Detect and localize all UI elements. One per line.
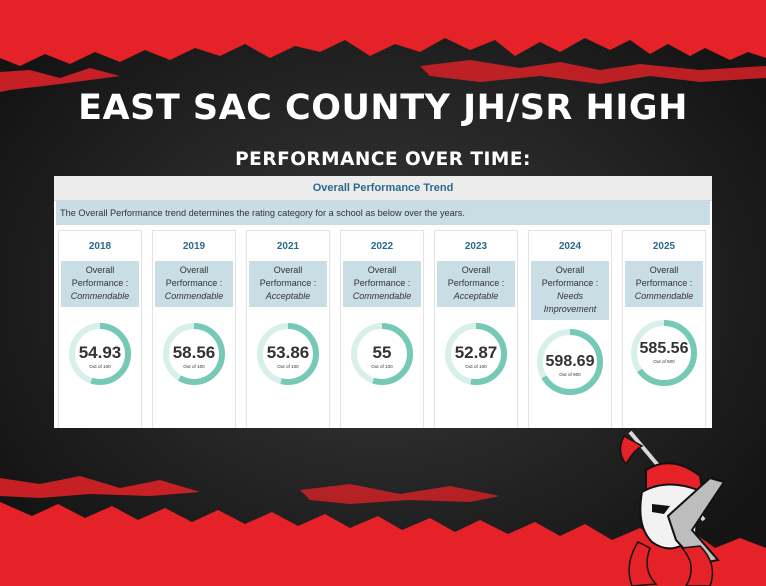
gauge-score: 53.86	[266, 343, 310, 362]
knight-mascot-logo	[619, 430, 726, 586]
year-card-2021: 2021 Overall Performance : Acceptable 53…	[246, 230, 330, 428]
performance-label: Overall Performance :	[353, 265, 411, 288]
performance-label-box: Overall Performance : Commendable	[155, 261, 233, 307]
performance-category: Commendable	[164, 291, 224, 301]
score-gauge: 58.56 Out of 100	[161, 321, 227, 387]
year-label: 2025	[652, 241, 676, 252]
year-label: 2018	[88, 241, 112, 252]
year-card-2024: 2024 Overall Performance : Needs Improve…	[528, 230, 612, 428]
gauge-score: 54.93	[78, 343, 122, 362]
performance-label: Overall Performance :	[447, 265, 505, 288]
year-card-2018: 2018 Overall Performance : Commendable 5…	[58, 230, 142, 428]
gauge-score: 52.87	[454, 343, 498, 362]
year-card-2025: 2025 Overall Performance : Commendable 5…	[622, 230, 706, 428]
gauge-out-of: Out of 100	[371, 364, 393, 369]
panel-header: Overall Performance Trend	[54, 176, 712, 201]
performance-label-box: Overall Performance : Commendable	[343, 261, 421, 307]
gauge-out-of: Out of 900	[559, 372, 581, 377]
gauge-score: 585.56	[639, 340, 689, 357]
performance-category: Commendable	[352, 291, 412, 301]
performance-category: Acceptable	[265, 291, 311, 301]
score-gauge: 585.56 Out of 900	[628, 317, 700, 389]
performance-label: Overall Performance :	[259, 265, 317, 288]
gauge-fill	[163, 323, 225, 385]
gauge-fill	[631, 320, 697, 386]
year-label: 2021	[276, 241, 300, 252]
performance-label: Overall Performance :	[635, 265, 693, 288]
gauge-out-of: Out of 100	[89, 364, 111, 369]
panel-description: The Overall Performance trend determines…	[56, 201, 710, 225]
score-gauge: 55 Out of 100	[349, 321, 415, 387]
year-card-2023: 2023 Overall Performance : Acceptable 52…	[434, 230, 518, 428]
gauge-score: 598.69	[545, 353, 595, 370]
gauge-fill	[445, 323, 507, 385]
performance-category: Commendable	[634, 291, 694, 301]
year-cards: 2018 Overall Performance : Commendable 5…	[54, 225, 712, 428]
year-label: 2024	[558, 241, 582, 252]
gauge-fill	[69, 323, 131, 385]
performance-trend-panel: Overall Performance Trend The Overall Pe…	[54, 176, 712, 428]
performance-label-box: Overall Performance : Acceptable	[249, 261, 327, 307]
score-gauge: 53.86 Out of 100	[255, 321, 321, 387]
year-label: 2022	[370, 241, 394, 252]
performance-label: Overall Performance :	[165, 265, 223, 288]
score-gauge: 52.87 Out of 100	[443, 321, 509, 387]
year-card-2022: 2022 Overall Performance : Commendable 5…	[340, 230, 424, 428]
year-label: 2019	[182, 241, 206, 252]
performance-category: Needs Improvement	[543, 291, 597, 314]
gauge-out-of: Out of 100	[183, 364, 205, 369]
page-subtitle: PERFORMANCE OVER TIME:	[235, 149, 531, 170]
gauge-out-of: Out of 100	[465, 364, 487, 369]
performance-label: Overall Performance :	[541, 265, 599, 288]
performance-label-box: Overall Performance : Needs Improvement	[531, 261, 609, 320]
year-card-2019: 2019 Overall Performance : Commendable 5…	[152, 230, 236, 428]
gauge-fill	[257, 323, 319, 385]
score-gauge: 54.93 Out of 100	[67, 321, 133, 387]
gauge-out-of: Out of 100	[277, 364, 299, 369]
performance-label-box: Overall Performance : Commendable	[625, 261, 703, 307]
gauge-fill	[351, 323, 413, 385]
year-label: 2023	[464, 241, 488, 252]
performance-category: Acceptable	[453, 291, 499, 301]
page-title: EAST SAC COUNTY JH/SR HIGH	[78, 88, 688, 128]
gauge-fill	[537, 329, 603, 395]
performance-category: Commendable	[70, 291, 130, 301]
score-gauge: 598.69 Out of 900	[534, 326, 606, 398]
performance-label-box: Overall Performance : Commendable	[61, 261, 139, 307]
performance-label-box: Overall Performance : Acceptable	[437, 261, 515, 307]
gauge-score: 55	[372, 343, 392, 362]
performance-label: Overall Performance :	[71, 265, 129, 288]
gauge-score: 58.56	[172, 343, 216, 362]
gauge-out-of: Out of 900	[653, 359, 675, 364]
